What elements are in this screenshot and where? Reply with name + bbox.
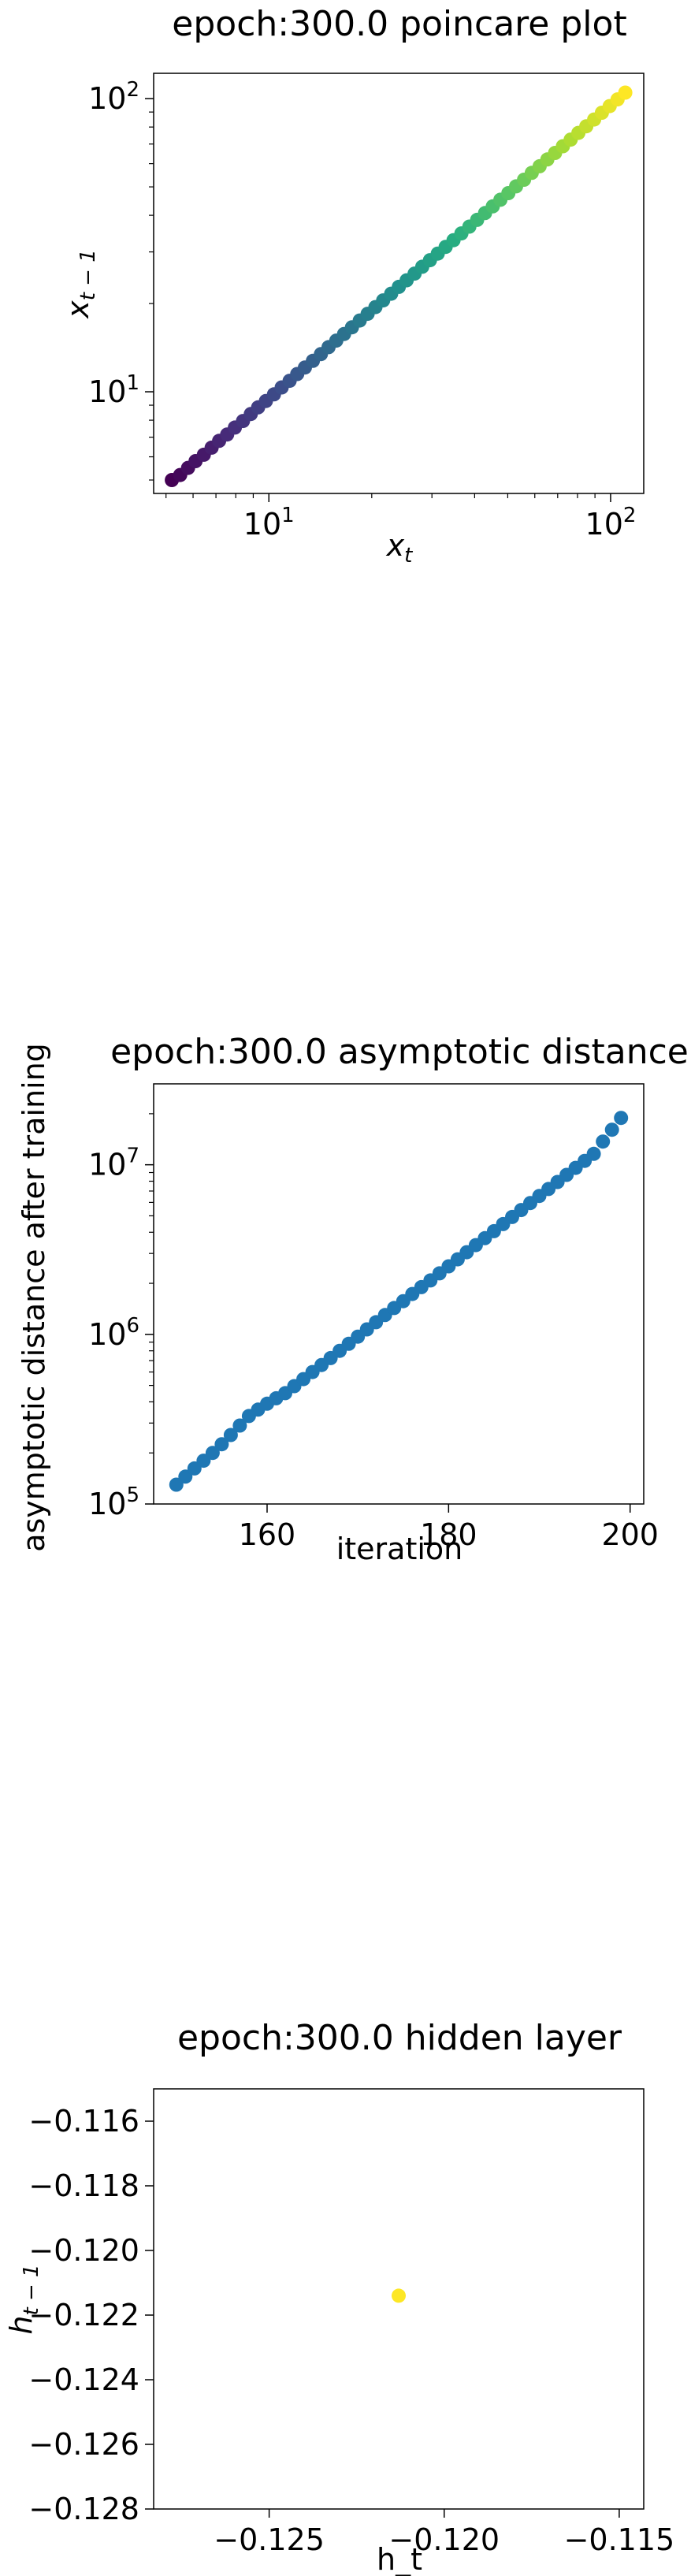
y-tick-label: 101 [88,371,139,409]
x-tick-label: 101 [243,504,295,542]
data-point [205,1446,220,1461]
y-axis-label: xt − 1 [61,249,100,319]
y-axis-label: ht − 1 [4,2264,43,2334]
data-point [178,1469,193,1484]
x-axis: 101 102 [165,493,637,542]
hidden-layer-chart: epoch:300.0 hidden layer −0.125 −0.120 −0.… [4,2018,674,2576]
y-axis: 101 102 [88,78,154,481]
scatter-points [169,1111,629,1492]
y-tick-label: −0.122 [28,2298,139,2332]
asymptotic-distance-chart: epoch:300.0 asymptotic distance 160 180 20… [17,1032,689,1566]
chart-title: epoch:300.0 poincare plot [172,4,626,44]
plot-frame [153,73,645,494]
y-tick-label: −0.116 [28,2104,139,2139]
y-tick-label: 105 [88,1483,139,1521]
data-point [232,1418,247,1433]
y-tick-label: −0.120 [28,2233,139,2268]
scatter-points [392,2288,406,2303]
x-tick-label: 160 [239,1517,296,1552]
data-point [169,1477,184,1492]
data-point [618,85,633,100]
y-tick-label: 106 [88,1314,139,1352]
data-point [604,1122,619,1137]
scatter-points [165,85,633,487]
x-tick-label: 180 [420,1517,477,1552]
data-point [223,1428,238,1442]
x-tick-label: −0.120 [388,2522,500,2557]
plot-frame [153,1083,645,1505]
y-tick-label: −0.118 [28,2168,139,2203]
y-axis: −0.128 −0.126 −0.124 −0.122 −0.120 −0.118 −0.1… [28,2104,154,2526]
y-axis: 105 106 107 [88,1113,154,1521]
y-tick-label: −0.128 [28,2492,139,2526]
y-tick-label: −0.126 [28,2427,139,2462]
x-axis-label: xt [386,528,414,568]
x-tick-label: 200 [601,1517,659,1552]
data-point [392,2288,406,2303]
chart-title: epoch:300.0 asymptotic distance [110,1032,689,1072]
poincare-chart: epoch:300.0 poincare plot 101 102 101102 … [61,4,645,568]
data-point [596,1134,611,1149]
x-axis: 160 180 200 [239,1504,659,1552]
data-point [586,1146,601,1161]
x-tick-label: −0.115 [564,2522,675,2557]
y-axis-label: asymptotic distance after training [17,1043,51,1552]
chart-title: epoch:300.0 hidden layer [177,2018,622,2058]
y-tick-label: 102 [88,78,139,116]
y-tick-label: 107 [88,1145,139,1182]
x-axis-label: h_t [377,2542,422,2576]
x-axis: −0.125 −0.120 −0.115 [214,2509,674,2557]
y-tick-label: −0.124 [28,2362,139,2397]
data-point [614,1111,629,1126]
plot-frame [153,2088,645,2510]
x-tick-label: 102 [585,504,637,542]
x-axis-label: iteration [336,1532,463,1566]
x-tick-label: −0.125 [214,2522,325,2557]
data-point [214,1437,229,1452]
